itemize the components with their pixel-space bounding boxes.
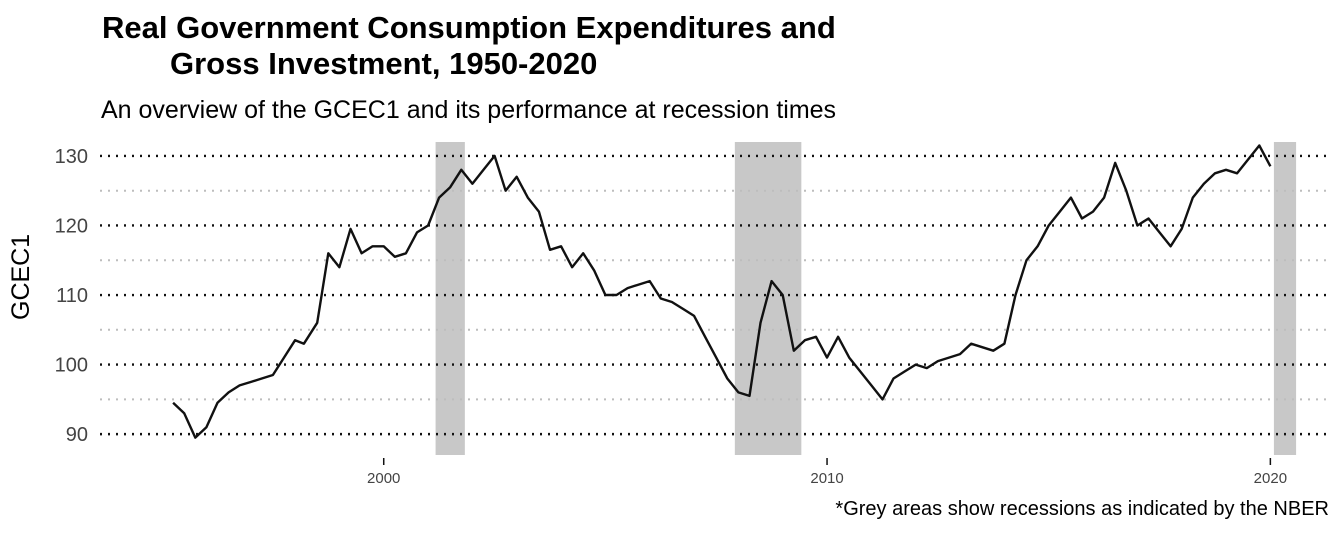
x-tick-label: 2000 — [367, 470, 400, 487]
recession-bands — [435, 142, 1297, 455]
y-tick-label: 100 — [55, 355, 88, 377]
y-tick-label: 130 — [55, 146, 88, 168]
chart-subtitle: An overview of the GCEC1 and its perform… — [101, 96, 837, 124]
chart-caption: *Grey areas show recessions as indicated… — [835, 498, 1329, 520]
chart-title-line1: Real Government Consumption Expenditures… — [102, 10, 836, 45]
grid-lines — [100, 154, 1328, 436]
series-group — [172, 144, 1272, 439]
chart-title-line2: Gross Investment, 1950-2020 — [170, 46, 598, 81]
recession-band — [435, 142, 465, 455]
x-tick-label: 2010 — [810, 470, 843, 487]
recession-band — [1273, 142, 1297, 455]
y-axis-ticks: 90 100 110 120 130 — [55, 146, 88, 446]
y-tick-label: 120 — [55, 215, 88, 237]
y-tick-label: 90 — [66, 424, 88, 446]
y-tick-label: 110 — [56, 285, 88, 307]
x-axis-ticks: 2000 2010 2020 — [367, 458, 1287, 487]
series-line-gcec1 — [172, 144, 1272, 439]
x-tick-label: 2020 — [1254, 470, 1287, 487]
chart-title: Real Government Consumption Expenditures… — [102, 8, 836, 84]
